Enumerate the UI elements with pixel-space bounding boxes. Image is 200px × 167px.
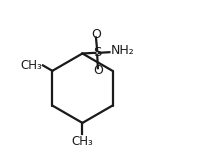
Text: NH₂: NH₂ [110,44,134,57]
Text: O: O [91,28,100,41]
Text: S: S [93,46,101,59]
Text: CH₃: CH₃ [20,59,42,72]
Text: CH₃: CH₃ [71,135,93,148]
Text: O: O [92,64,102,77]
